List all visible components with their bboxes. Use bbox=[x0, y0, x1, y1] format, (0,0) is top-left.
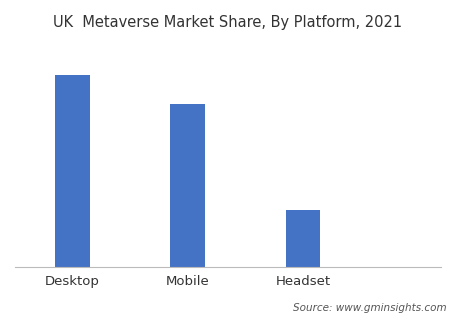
Bar bbox=[285, 210, 319, 267]
Bar bbox=[55, 75, 90, 267]
Title: UK  Metaverse Market Share, By Platform, 2021: UK Metaverse Market Share, By Platform, … bbox=[53, 15, 402, 30]
Text: Source: www.gminsights.com: Source: www.gminsights.com bbox=[293, 303, 446, 313]
Bar bbox=[170, 104, 205, 267]
